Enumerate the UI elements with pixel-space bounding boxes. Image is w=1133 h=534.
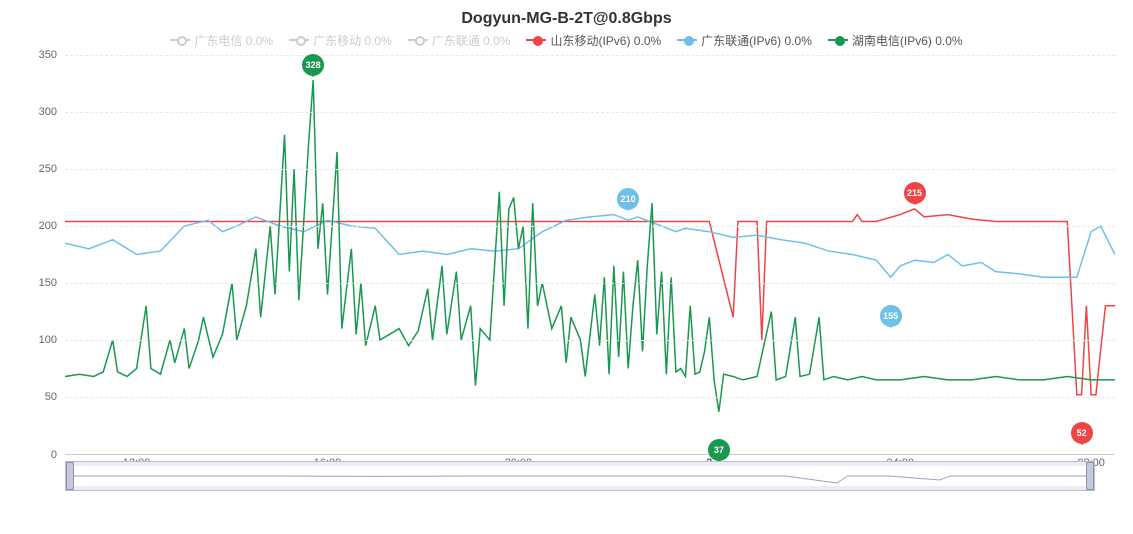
legend-marker-icon — [526, 39, 546, 41]
overview-track — [66, 466, 1094, 486]
grid-line — [65, 169, 1115, 170]
legend-label: 广东电信 0.0% — [194, 32, 273, 49]
legend-item-2[interactable]: 广东联通 0.0% — [408, 32, 511, 49]
y-tick-label: 350 — [39, 49, 57, 61]
callout-pin-icon: 210 — [617, 188, 639, 210]
overview-handle-left[interactable] — [66, 462, 74, 490]
grid-line — [65, 112, 1115, 113]
callout-pin-icon: 155 — [880, 305, 902, 327]
legend: 广东电信 0.0% 广东移动 0.0% 广东联通 0.0% 山东移动(IPv6) 0.… — [20, 30, 1113, 49]
legend-marker-icon — [408, 39, 428, 41]
y-tick-label: 0 — [51, 449, 57, 461]
series-shandong-mobile-ipv6 — [65, 208, 1115, 394]
overview-slider[interactable] — [65, 461, 1095, 491]
legend-item-4[interactable]: 广东联通(IPv6) 0.0% — [677, 32, 812, 49]
legend-marker-icon — [170, 39, 190, 41]
y-axis: 050100150200250300350 — [25, 55, 61, 455]
grid-line — [65, 397, 1115, 398]
chart-container: Dogyun-MG-B-2T@0.8Gbps 广东电信 0.0% 广东移动 0.0… — [0, 0, 1133, 534]
legend-item-3[interactable]: 山东移动(IPv6) 0.0% — [526, 32, 661, 49]
chart-area: 050100150200250300350 3282103715521552 1… — [25, 55, 1115, 485]
grid-line — [65, 340, 1115, 341]
callout-328: 328 — [302, 54, 324, 76]
callout-pin-icon: 52 — [1071, 422, 1093, 444]
legend-label: 湖南电信(IPv6) 0.0% — [852, 32, 963, 49]
grid-line — [65, 226, 1115, 227]
legend-label: 广东移动 0.0% — [313, 32, 392, 49]
overview-handle-right[interactable] — [1086, 462, 1094, 490]
callout-215: 215 — [904, 182, 926, 204]
grid-line — [65, 55, 1115, 56]
callout-52: 52 — [1071, 422, 1093, 444]
overview-mini-line — [66, 466, 1094, 486]
legend-label: 广东联通 0.0% — [432, 32, 511, 49]
y-tick-label: 200 — [39, 220, 57, 232]
callout-155: 155 — [880, 305, 902, 327]
y-tick-label: 100 — [39, 334, 57, 346]
y-tick-label: 150 — [39, 277, 57, 289]
series-guangdong-unicom-ipv6 — [65, 214, 1115, 277]
y-tick-label: 250 — [39, 163, 57, 175]
legend-marker-icon — [828, 39, 848, 41]
legend-marker-icon — [677, 39, 697, 41]
legend-item-0[interactable]: 广东电信 0.0% — [170, 32, 273, 49]
callout-210: 210 — [617, 188, 639, 210]
legend-label: 山东移动(IPv6) 0.0% — [550, 32, 661, 49]
plot-area[interactable]: 3282103715521552 — [65, 55, 1115, 455]
grid-line — [65, 283, 1115, 284]
y-tick-label: 300 — [39, 106, 57, 118]
legend-label: 广东联通(IPv6) 0.0% — [701, 32, 812, 49]
series-hunan-telecom-ipv6 — [65, 80, 1115, 412]
legend-marker-icon — [289, 39, 309, 41]
chart-title: Dogyun-MG-B-2T@0.8Gbps — [20, 10, 1113, 28]
legend-item-1[interactable]: 广东移动 0.0% — [289, 32, 392, 49]
y-tick-label: 50 — [45, 391, 57, 403]
legend-item-5[interactable]: 湖南电信(IPv6) 0.0% — [828, 32, 963, 49]
callout-pin-icon: 215 — [904, 182, 926, 204]
line-chart-svg — [65, 55, 1115, 454]
callout-pin-icon: 328 — [302, 54, 324, 76]
